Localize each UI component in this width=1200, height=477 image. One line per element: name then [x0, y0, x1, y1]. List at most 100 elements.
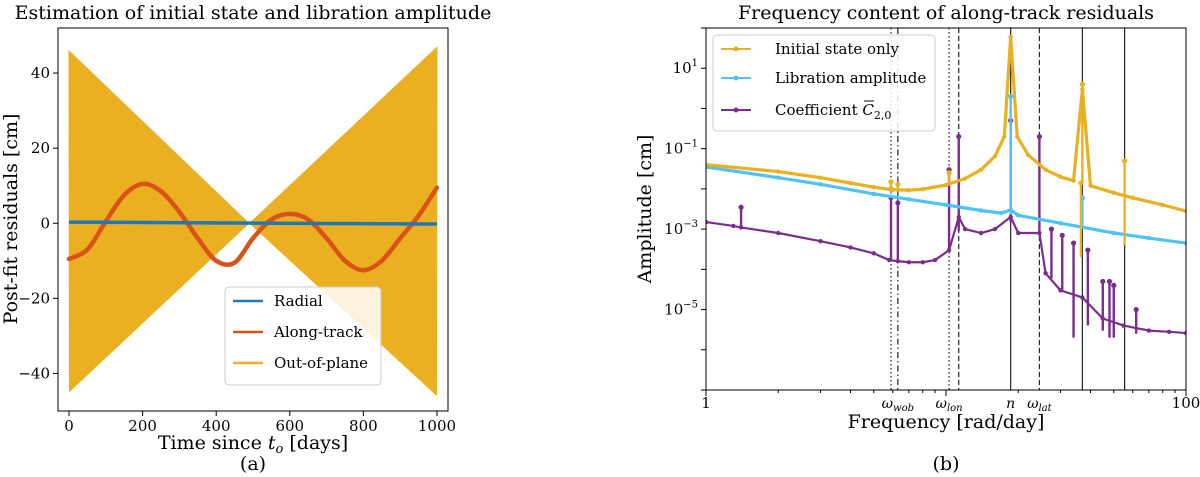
chart-b-xlabel: Frequency [rad/day]	[848, 411, 1045, 433]
series-point	[1002, 134, 1007, 139]
series-point	[1014, 134, 1020, 139]
y-tick-label-b: 10−3	[664, 219, 698, 238]
chart-b-title: Frequency content of along-track residua…	[738, 2, 1154, 24]
series-point	[978, 167, 984, 172]
series-point	[1071, 178, 1076, 183]
series-point	[943, 202, 949, 208]
series-point	[906, 187, 912, 193]
vline-label: ωlat	[1027, 396, 1053, 414]
x-tick-label-a: 0	[64, 417, 74, 435]
series-point	[992, 226, 998, 232]
y-tick-label-a: −20	[18, 289, 50, 307]
series-point	[962, 176, 968, 181]
series-point	[776, 175, 781, 180]
series-point	[871, 191, 876, 197]
y-tick-label-b: 101	[673, 58, 698, 77]
series-point	[731, 223, 736, 229]
series-point	[1100, 316, 1105, 321]
legend-a-alongtrack-label: Along-track	[273, 323, 364, 341]
series-point	[943, 182, 949, 188]
series-spike-marker	[1059, 232, 1065, 238]
x-tick-label-a: 600	[275, 417, 304, 435]
series-point	[1008, 207, 1013, 213]
series-point	[1088, 183, 1093, 188]
series-point	[992, 153, 998, 159]
caption-a: (a)	[240, 453, 266, 475]
chart-a-ylabel: Post-fit residuals [cm]	[0, 114, 22, 325]
series-spike-marker	[1133, 306, 1139, 313]
series-point	[1183, 208, 1186, 214]
series-point	[738, 225, 744, 230]
series-spike-marker	[1106, 278, 1113, 285]
legend-b-box	[712, 34, 936, 132]
series-spike-marker	[1008, 93, 1014, 99]
chart-b-plot-area	[706, 28, 1186, 390]
series-point	[1183, 330, 1186, 336]
series-point	[1016, 230, 1021, 236]
series-point	[978, 230, 984, 236]
chart-a-axes: 0 200 400 600 800 1000 −40 −20 0 20 40	[18, 64, 456, 435]
x-tick-label-a: 200	[128, 417, 157, 435]
series-spike-marker	[1122, 158, 1128, 164]
series-point	[1146, 328, 1152, 333]
series-spike-marker	[1085, 247, 1091, 253]
series-point	[920, 187, 925, 192]
y-tick-label-a: −40	[18, 364, 50, 382]
series-point	[1111, 230, 1116, 236]
vline-label: ωlon	[936, 396, 963, 414]
series-point	[1016, 213, 1021, 218]
series-spike-marker	[1036, 133, 1042, 140]
series-spike-marker	[1048, 226, 1055, 232]
series-point	[978, 208, 984, 213]
series-point	[962, 226, 968, 232]
series-line	[706, 215, 1186, 335]
legend-b-libration-label: Libration amplitude	[775, 69, 926, 87]
series-spike-marker	[946, 170, 952, 176]
legend-b-initial-marker	[733, 46, 739, 52]
series-point	[1008, 214, 1013, 220]
x-tick-label-b: 100	[1172, 394, 1200, 412]
series-point	[932, 257, 938, 263]
series-spike-marker	[1111, 282, 1117, 288]
series-point	[1043, 167, 1048, 172]
series-point	[1121, 323, 1126, 328]
series-point	[956, 214, 961, 220]
y-tick-label-a: 20	[31, 139, 50, 157]
series-spike-marker	[888, 179, 894, 185]
series-point	[906, 197, 912, 202]
series-point	[895, 258, 901, 264]
series-spike-marker	[956, 133, 962, 140]
x-tick-label-a: 400	[202, 417, 231, 435]
series-group	[706, 117, 1186, 338]
series-spike-marker	[738, 204, 744, 210]
series-spike-marker	[895, 200, 901, 206]
series-point	[1183, 240, 1186, 246]
y-tick-label-b: 10−5	[664, 300, 698, 319]
series-point	[1111, 190, 1116, 195]
x-tick-label-b: 1	[701, 394, 711, 412]
series-line	[706, 165, 1186, 245]
legend-b-libration-marker	[733, 75, 739, 81]
y-tick-label-a: 0	[40, 214, 50, 232]
legend-a-outofplane-label: Out-of-plane	[274, 354, 368, 372]
series-point	[871, 185, 876, 190]
caption-b: (b)	[933, 453, 960, 475]
chart-b-axes: 1 100 101 10−1 10−3 10−5	[664, 27, 1200, 412]
series-point	[906, 260, 912, 265]
series-point	[871, 251, 876, 256]
series-point	[848, 245, 853, 250]
vline-label: n	[1006, 396, 1015, 412]
series-spike-marker	[1100, 278, 1106, 285]
series-point	[1080, 87, 1085, 92]
legend-b-coefficient-label: Coefficient C2,0	[775, 101, 891, 122]
legend-b-coefficient-marker	[733, 107, 739, 113]
legend-a-radial-label: Radial	[274, 292, 323, 310]
series-point	[818, 182, 823, 187]
legend-b-initial-label: Initial state only	[775, 40, 900, 58]
series-point	[946, 247, 952, 253]
series-along-track-line	[66, 181, 440, 273]
series-point	[1080, 295, 1085, 300]
series-point	[887, 257, 892, 263]
series-point	[920, 260, 925, 265]
